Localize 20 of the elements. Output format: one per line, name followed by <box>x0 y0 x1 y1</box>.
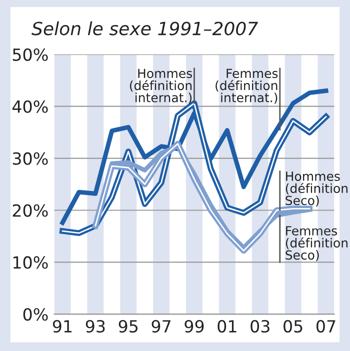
y-tick-label: 10% <box>13 256 48 269</box>
x-tick-label: 99 <box>184 320 204 333</box>
x-tick-label: 05 <box>284 320 302 333</box>
x-tick-label: 91 <box>52 320 72 333</box>
x-tick-label: 93 <box>86 320 105 333</box>
y-tick-label: 30% <box>12 152 48 165</box>
x-tick-label: 03 <box>250 320 270 333</box>
series-label: Femmes (définition internat.) <box>216 68 278 104</box>
x-tick-label: 97 <box>152 320 170 333</box>
chart-title: Selon le sexe 1991–2007 <box>32 21 258 36</box>
x-tick-label: 95 <box>118 320 138 333</box>
series-label: Femmes (définition Seco) <box>286 226 348 262</box>
x-tick-label: 01 <box>218 320 236 333</box>
series-label: Hommes (définition Seco) <box>286 172 348 207</box>
series-label: Hommes (définition internat.) <box>130 68 192 104</box>
y-tick-label: 50% <box>12 48 48 61</box>
y-tick-label: 0% <box>23 308 48 321</box>
y-tick-label: 20% <box>12 204 48 217</box>
y-tick-label: 40% <box>12 100 48 113</box>
x-tick-label: 07 <box>316 320 336 333</box>
